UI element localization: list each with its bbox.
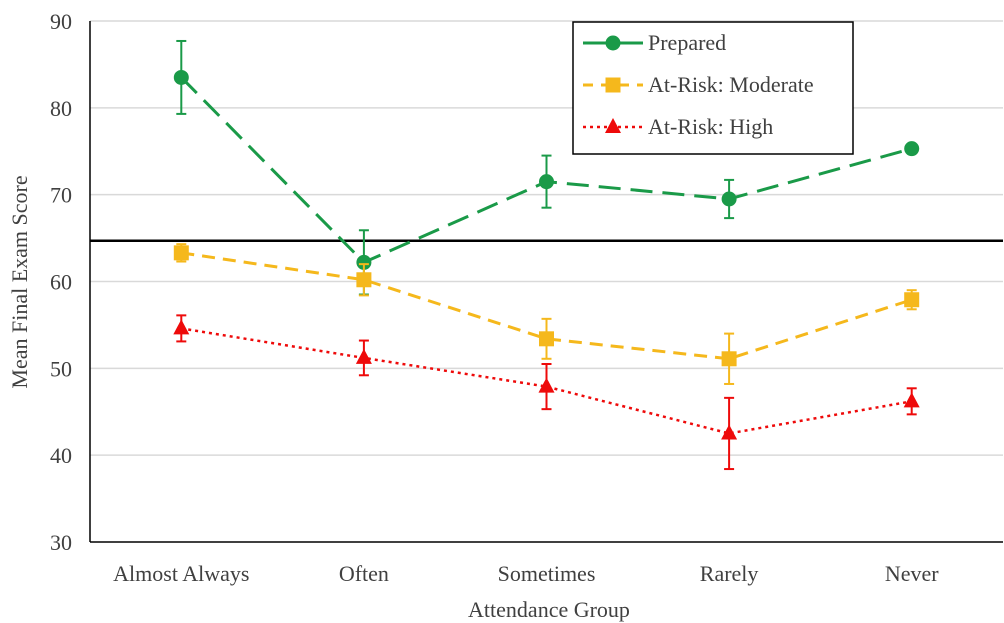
- legend: Prepared At-Risk: Moderate At-Risk: High: [572, 21, 854, 155]
- grid-lines: [90, 20, 1003, 456]
- x-axis-title: Attendance Group: [468, 597, 630, 622]
- data-point: [355, 348, 372, 364]
- data-point: [356, 272, 372, 288]
- legend-label: Prepared: [648, 30, 726, 55]
- y-tick-label: 90: [50, 9, 72, 34]
- x-tick-labels: Almost Always Often Sometimes Rarely Never: [113, 561, 939, 586]
- data-point: [904, 141, 920, 157]
- x-tick-label: Often: [339, 561, 389, 586]
- legend-label: At-Risk: High: [648, 114, 773, 139]
- y-tick-labels: 30 40 50 60 70 80 90: [50, 9, 72, 555]
- x-tick-label: Never: [885, 561, 939, 586]
- data-point: [721, 424, 738, 440]
- legend-label: At-Risk: Moderate: [648, 72, 814, 97]
- y-tick-label: 80: [50, 96, 72, 121]
- data-point: [721, 351, 737, 367]
- data-point: [173, 319, 190, 335]
- y-tick-label: 50: [50, 356, 72, 381]
- y-tick-label: 60: [50, 270, 72, 295]
- x-tick-label: Almost Always: [113, 561, 249, 586]
- series-at-risk-high: [173, 314, 920, 471]
- x-tick-label: Sometimes: [498, 561, 596, 586]
- data-point: [173, 245, 189, 261]
- data-point: [539, 174, 554, 190]
- series-group: [173, 39, 920, 471]
- data-point: [356, 254, 372, 270]
- data-point: [904, 292, 920, 308]
- y-tick-label: 40: [50, 443, 72, 468]
- y-tick-label: 70: [50, 183, 72, 208]
- y-axis-title: Mean Final Exam Score: [7, 175, 32, 388]
- data-point: [539, 331, 554, 347]
- y-tick-label: 30: [50, 530, 72, 555]
- legend-marker: [605, 118, 621, 133]
- data-point: [903, 392, 920, 408]
- legend-marker: [605, 77, 621, 93]
- series-at-risk-moderate: [173, 243, 920, 385]
- data-point: [173, 69, 189, 85]
- legend-marker: [605, 35, 621, 51]
- x-tick-label: Rarely: [700, 561, 759, 586]
- data-point: [538, 377, 555, 393]
- data-point: [721, 191, 737, 207]
